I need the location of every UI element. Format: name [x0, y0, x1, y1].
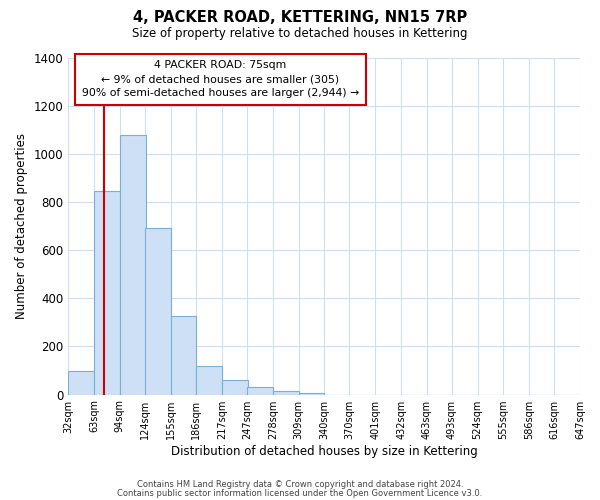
Bar — [222, 380, 248, 394]
Text: 4 PACKER ROAD: 75sqm
← 9% of detached houses are smaller (305)
90% of semi-detac: 4 PACKER ROAD: 75sqm ← 9% of detached ho… — [82, 60, 359, 98]
X-axis label: Distribution of detached houses by size in Kettering: Distribution of detached houses by size … — [171, 444, 478, 458]
Bar — [196, 366, 222, 394]
Bar — [273, 391, 299, 394]
Bar — [170, 316, 196, 394]
Text: Size of property relative to detached houses in Kettering: Size of property relative to detached ho… — [132, 28, 468, 40]
Text: Contains HM Land Registry data © Crown copyright and database right 2024.: Contains HM Land Registry data © Crown c… — [137, 480, 463, 489]
Bar — [68, 370, 94, 394]
Bar — [120, 134, 146, 394]
Y-axis label: Number of detached properties: Number of detached properties — [15, 133, 28, 319]
Bar — [247, 388, 273, 394]
Text: 4, PACKER ROAD, KETTERING, NN15 7RP: 4, PACKER ROAD, KETTERING, NN15 7RP — [133, 10, 467, 25]
Text: Contains public sector information licensed under the Open Government Licence v3: Contains public sector information licen… — [118, 488, 482, 498]
Bar — [145, 228, 170, 394]
Bar — [94, 191, 120, 394]
